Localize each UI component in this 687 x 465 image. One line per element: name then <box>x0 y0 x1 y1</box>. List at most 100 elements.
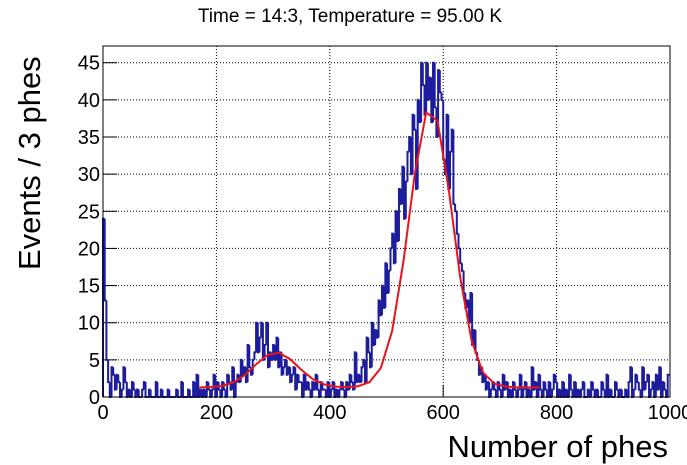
histogram-bin <box>277 337 280 369</box>
histogram-bin <box>401 165 405 204</box>
histogram-bin <box>210 388 214 397</box>
histogram-bin <box>176 389 180 398</box>
histogram-bin <box>551 388 554 397</box>
histogram-bin <box>586 388 590 397</box>
histogram-bin <box>569 374 573 391</box>
histogram-bin <box>610 389 614 398</box>
histogram-bin <box>409 137 413 176</box>
histogram-bin <box>406 150 410 182</box>
histogram-bin <box>508 388 512 397</box>
histogram-bin <box>289 367 292 384</box>
histogram-bin <box>341 382 345 391</box>
histogram-bin <box>564 388 568 397</box>
histogram-bin <box>112 367 115 376</box>
histogram-bin <box>124 367 127 384</box>
y-tick-label: 30 <box>78 164 100 186</box>
histogram-bin <box>365 336 369 383</box>
histogram-bin <box>627 381 631 397</box>
histogram-bin <box>127 388 131 397</box>
histogram-bin <box>619 388 622 397</box>
histogram-bin <box>518 373 522 390</box>
histogram-bin <box>554 374 558 384</box>
histogram-bin <box>544 382 547 391</box>
y-tick-label: 25 <box>78 201 100 223</box>
histogram-bin <box>244 367 248 384</box>
histogram-bin <box>632 388 636 397</box>
histogram-bin <box>442 99 445 161</box>
histogram-bin <box>489 388 493 397</box>
histogram-bin <box>141 388 144 397</box>
x-axis-label: Number of phes <box>447 429 668 464</box>
histogram-bin <box>156 382 160 398</box>
histogram-bin <box>253 351 257 360</box>
histogram-bin <box>132 382 136 391</box>
histogram-bin <box>501 373 505 397</box>
y-tick-label: 40 <box>78 90 100 112</box>
histogram-bin <box>161 389 165 398</box>
fit-curve <box>199 110 540 389</box>
histogram-bin <box>238 374 241 384</box>
histogram-bin <box>634 373 638 390</box>
histogram-bin <box>144 382 148 398</box>
histogram-bin <box>282 366 286 375</box>
histogram-bin <box>363 359 367 384</box>
histogram-bin <box>620 389 624 398</box>
histogram-bin <box>256 322 260 354</box>
histogram-bin <box>316 374 320 391</box>
histogram-bin <box>663 382 667 391</box>
histogram-bin <box>595 388 598 397</box>
histogram-bin <box>379 300 382 317</box>
histogram-bin <box>207 382 211 391</box>
histogram-bin <box>380 284 384 316</box>
x-tick-label: 1000 <box>648 402 687 424</box>
histogram-bin <box>360 366 364 383</box>
histogram-bin <box>552 373 556 390</box>
histogram-bin <box>307 382 311 391</box>
histogram-bin <box>449 150 452 189</box>
x-tick-label: 0 <box>97 402 108 424</box>
histogram-bin <box>557 388 561 397</box>
histogram-bin <box>455 211 459 235</box>
histogram-bin <box>615 382 619 391</box>
histogram-bin <box>433 62 437 109</box>
histogram-bin <box>596 389 600 398</box>
histogram-bin <box>149 389 153 398</box>
histogram-bin <box>637 382 641 391</box>
chart-title: Time = 14:3, Temperature = 95.00 K <box>198 6 503 27</box>
histogram-bin <box>255 321 258 353</box>
y-tick-label: 5 <box>89 350 100 372</box>
histogram-bin <box>579 388 583 397</box>
histogram-bin <box>166 388 170 397</box>
histogram-bin <box>602 382 605 391</box>
histogram-bin <box>295 373 299 390</box>
histogram-bin <box>181 382 185 398</box>
histogram-bin <box>338 388 342 397</box>
histogram-bin <box>537 373 541 397</box>
y-axis-label: Events / 3 phes <box>12 56 47 270</box>
histogram-bin <box>404 180 408 219</box>
histogram-bin <box>608 388 612 397</box>
histogram-bin <box>428 76 432 100</box>
histogram-bin <box>459 248 462 265</box>
histogram-bin <box>605 373 609 397</box>
histogram-bin <box>107 359 110 384</box>
histogram-bin <box>137 389 141 398</box>
histogram-bin <box>370 321 374 368</box>
y-tick-label: 35 <box>78 127 100 149</box>
histogram-bin <box>649 388 653 397</box>
y-tick-label: 0 <box>89 387 100 409</box>
histogram-bin <box>539 374 542 391</box>
histogram-bin <box>583 382 587 398</box>
histogram-bin <box>217 382 221 391</box>
histogram-bin <box>391 232 394 249</box>
histogram-bin <box>367 337 371 354</box>
histogram-bin <box>284 358 287 368</box>
histogram-bin <box>440 92 444 101</box>
x-tick-label: 400 <box>313 402 346 424</box>
histogram-bin <box>358 374 362 384</box>
histogram-bin <box>452 129 456 205</box>
histogram-bin <box>266 322 270 369</box>
histogram-bin <box>329 388 333 397</box>
histogram-bin <box>198 388 202 397</box>
